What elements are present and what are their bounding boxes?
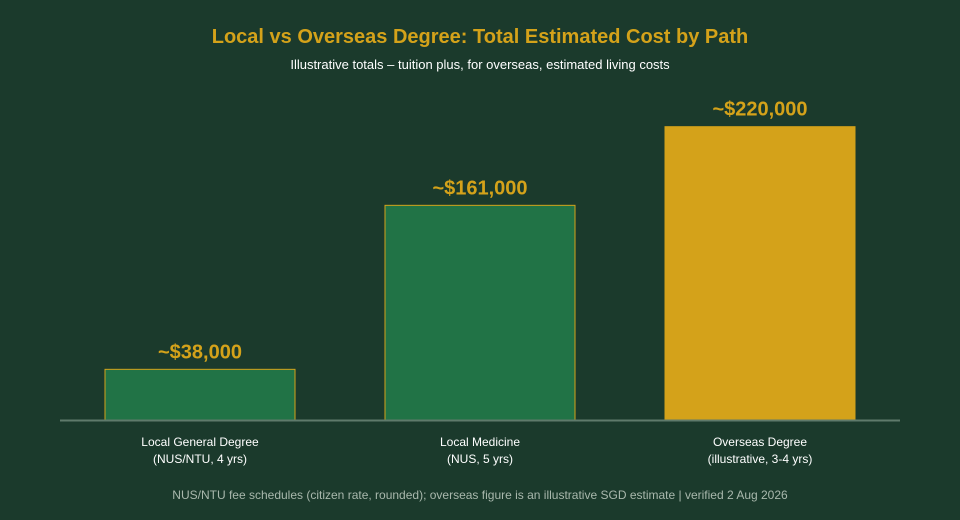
bar-2 [664, 126, 856, 421]
bar-value-label: ~$220,000 [712, 99, 807, 121]
x-tick-label: Overseas Degree (illustrative, 3-4 yrs) [708, 435, 813, 466]
bar-value-label: ~$38,000 [158, 341, 242, 363]
chart-title: Local vs Overseas Degree: Total Estimate… [211, 26, 749, 48]
bar-value-label: ~$161,000 [432, 177, 527, 199]
bar-0 [104, 368, 296, 421]
chart-footnote: NUS/NTU fee schedules (citizen rate, rou… [172, 488, 788, 502]
x-tick-label: Local Medicine (NUS, 5 yrs) [440, 435, 520, 466]
bar-1 [384, 204, 576, 421]
chart-subtitle: Illustrative totals – tuition plus, for … [290, 57, 670, 72]
x-tick-label: Local General Degree (NUS/NTU, 4 yrs) [141, 435, 259, 466]
